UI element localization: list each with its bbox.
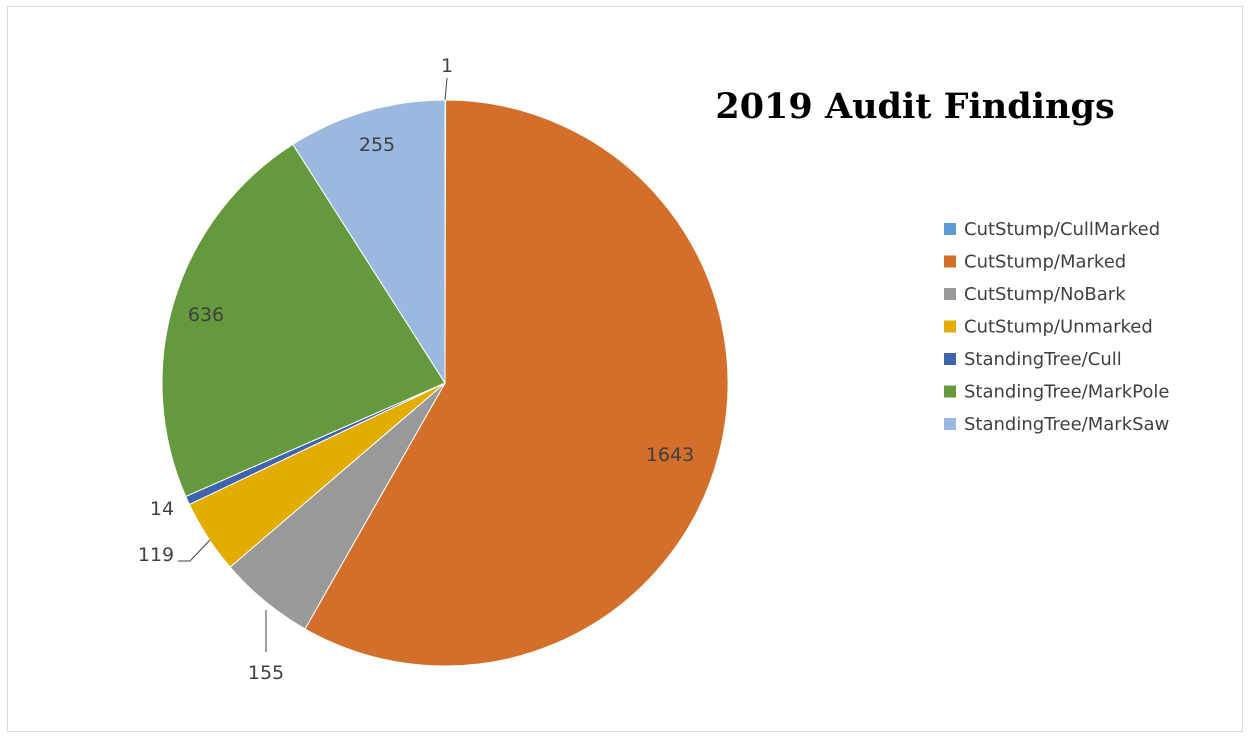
legend-swatch-standingtree-cull bbox=[944, 353, 956, 365]
data-label-cutstump-nobark: 155 bbox=[248, 662, 284, 684]
data-label-cutstump-marked: 1643 bbox=[646, 444, 694, 466]
legend-entry-cutstump-unmarked: CutStump/Unmarked bbox=[964, 317, 1153, 338]
data-label-cutstump-unmarked: 119 bbox=[138, 544, 174, 566]
legend-swatch-standingtree-markpole bbox=[944, 385, 956, 398]
legend-entry-cutstump-cullmarked: CutStump/CullMarked bbox=[964, 219, 1160, 240]
legend: CutStump/CullMarked CutStump/Marked CutStu… bbox=[944, 219, 1169, 435]
legend-entry-standingtree-marksaw: StandingTree/MarkSaw bbox=[964, 414, 1169, 435]
data-label-standingtree-markpole: 636 bbox=[188, 304, 224, 326]
data-label-standingtree-cull: 14 bbox=[150, 498, 174, 520]
legend-swatch-cutstump-cullmarked bbox=[944, 223, 956, 235]
data-label-standingtree-marksaw: 255 bbox=[359, 134, 395, 156]
pie-slice-standingtree-marksaw bbox=[292, 99, 446, 385]
leader-line-cutstump-cullmarked bbox=[444, 77, 448, 101]
legend-entry-cutstump-nobark: CutStump/NoBark bbox=[964, 284, 1126, 305]
legend-swatch-cutstump-nobark bbox=[944, 288, 956, 300]
legend-entry-cutstump-marked: CutStump/Marked bbox=[964, 252, 1126, 273]
leader-line-cutstump-unmarked bbox=[178, 539, 211, 562]
legend-swatch-cutstump-marked bbox=[944, 255, 956, 268]
data-label-cutstump-cullmarked: 1 bbox=[441, 55, 453, 77]
pie-slices bbox=[161, 99, 729, 667]
legend-entry-standingtree-markpole: StandingTree/MarkPole bbox=[964, 382, 1169, 403]
chart-title: 2019 Audit Findings bbox=[715, 86, 1114, 127]
pie-slice-standingtree-markpole bbox=[161, 143, 446, 498]
leader-lines bbox=[178, 77, 448, 652]
legend-swatch-cutstump-unmarked bbox=[944, 320, 956, 333]
data-labels: 1 1643 155 119 14 636 255 bbox=[138, 55, 694, 684]
pie-slice-cutstump-marked bbox=[304, 99, 729, 667]
legend-entry-standingtree-cull: StandingTree/Cull bbox=[964, 349, 1122, 370]
legend-swatch-standingtree-marksaw bbox=[944, 418, 956, 430]
